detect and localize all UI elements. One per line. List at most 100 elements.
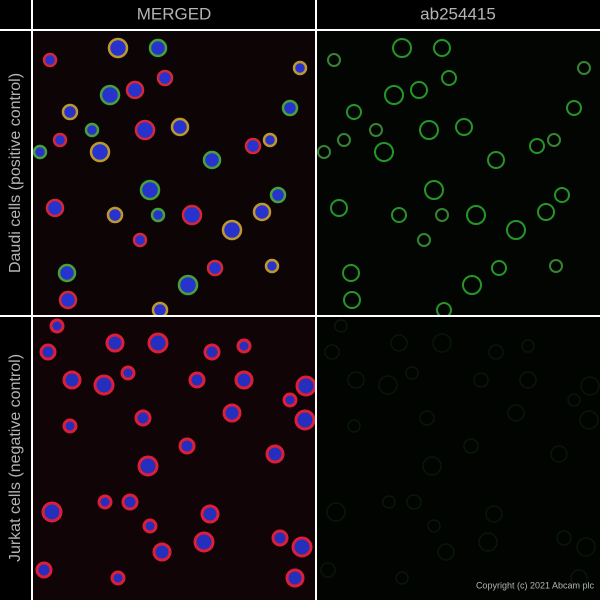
cell: [342, 264, 360, 282]
cell: [93, 374, 115, 396]
cell: [89, 141, 111, 163]
cell: [550, 445, 568, 463]
cell: [384, 85, 404, 105]
cell: [181, 204, 203, 226]
cell: [554, 187, 570, 203]
cell: [466, 205, 486, 225]
cell: [285, 568, 305, 588]
cell: [221, 219, 243, 241]
cell: [134, 119, 156, 141]
cell: [478, 532, 498, 552]
cell: [473, 372, 489, 388]
cell: [294, 409, 315, 431]
cell: [521, 339, 535, 353]
cell: [137, 455, 159, 477]
cell: [52, 132, 68, 148]
cell: [343, 291, 361, 309]
cell: [265, 444, 285, 464]
cell: [148, 38, 168, 58]
cell: [317, 145, 331, 159]
column-header: ab254415: [420, 4, 496, 23]
cell: [462, 275, 482, 295]
cell: [139, 179, 161, 201]
cell: [487, 151, 505, 169]
cell: [580, 376, 600, 396]
cells: [33, 37, 600, 588]
cell: [178, 437, 196, 455]
cell: [35, 561, 53, 579]
cell: [488, 344, 504, 360]
cell: [269, 186, 287, 204]
cell: [105, 333, 125, 353]
cell: [61, 103, 79, 121]
cell: [156, 69, 174, 87]
cell: [507, 404, 525, 422]
cell: [537, 203, 555, 221]
cell: [378, 375, 398, 395]
cell: [295, 375, 315, 397]
cell: [236, 338, 252, 354]
cell: [324, 344, 340, 360]
cell: [337, 133, 351, 147]
copyright: Copyright (c) 2021 Abcam plc: [476, 580, 595, 590]
cell: [222, 403, 242, 423]
cell: [424, 180, 444, 200]
cell: [58, 290, 78, 310]
cell: [506, 220, 526, 240]
cell: [252, 202, 272, 222]
cell: [42, 52, 58, 68]
cell: [579, 410, 599, 430]
cell: [282, 392, 298, 408]
cell: [406, 494, 422, 510]
cell: [33, 144, 48, 160]
cell: [320, 562, 336, 578]
cell: [347, 371, 365, 389]
cell: [369, 123, 383, 137]
cell: [264, 258, 280, 274]
cell: [84, 122, 100, 138]
cell: [262, 132, 278, 148]
cell: [566, 100, 582, 116]
cell: [519, 371, 537, 389]
cell: [529, 138, 545, 154]
cell: [291, 536, 313, 558]
cell: [455, 118, 473, 136]
cell: [390, 334, 408, 352]
cell: [151, 301, 169, 315]
cell: [576, 537, 596, 557]
panel-daudi-antibody: [317, 31, 600, 315]
cell: [62, 370, 82, 390]
row-label: Daudi cells (positive control): [7, 73, 24, 273]
row-label: Jurkat cells (negative control): [7, 354, 24, 562]
column-header: MERGED: [137, 4, 212, 23]
cell: [327, 53, 341, 67]
cell: [107, 37, 129, 59]
cell: [374, 142, 394, 162]
cell: [432, 333, 452, 353]
cell: [206, 259, 224, 277]
cell: [39, 343, 57, 361]
cell: [177, 274, 199, 296]
cell: [120, 365, 136, 381]
cell: [200, 504, 220, 524]
cell: [422, 456, 442, 476]
cell: [99, 84, 121, 106]
cell: [326, 502, 346, 522]
cell: [125, 80, 145, 100]
cell: [436, 302, 452, 315]
cell: [41, 501, 63, 523]
cell: [132, 232, 148, 248]
cell: [244, 137, 262, 155]
cell: [271, 529, 289, 547]
cell: [391, 207, 407, 223]
cell: [419, 410, 435, 426]
cell: [549, 259, 563, 273]
cell: [485, 505, 503, 523]
cell: [347, 419, 361, 433]
cell: [405, 366, 419, 380]
cell: [49, 318, 65, 334]
cell: [547, 133, 561, 147]
cell: [292, 60, 308, 76]
cell: [382, 495, 396, 509]
